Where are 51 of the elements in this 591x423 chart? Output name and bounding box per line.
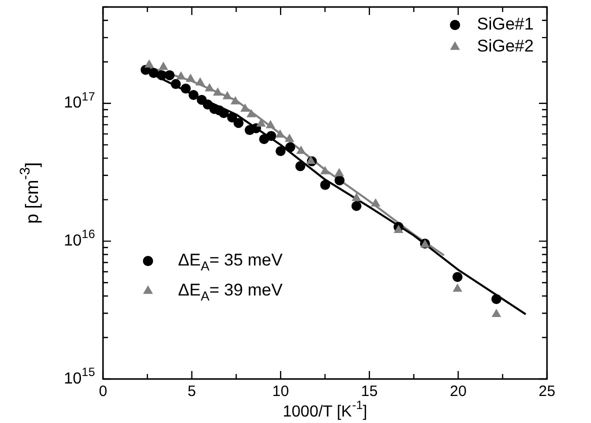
point bbox=[218, 108, 229, 118]
point bbox=[276, 146, 286, 156]
point bbox=[371, 198, 380, 206]
point bbox=[266, 120, 275, 128]
point bbox=[234, 118, 244, 128]
point bbox=[266, 130, 276, 141]
point bbox=[251, 123, 262, 134]
x-tick-label: 15 bbox=[361, 383, 378, 400]
point bbox=[452, 272, 462, 282]
point bbox=[186, 74, 195, 82]
point bbox=[320, 180, 330, 190]
x-tick-label: 5 bbox=[188, 383, 196, 400]
point bbox=[394, 225, 403, 234]
point bbox=[205, 84, 214, 92]
point bbox=[296, 146, 306, 154]
x-tick-label: 0 bbox=[98, 383, 108, 400]
point bbox=[164, 70, 175, 80]
point bbox=[230, 96, 240, 104]
point bbox=[246, 109, 256, 118]
point bbox=[227, 112, 238, 122]
point bbox=[240, 104, 250, 112]
point bbox=[334, 168, 344, 176]
point bbox=[180, 84, 191, 94]
point bbox=[285, 142, 296, 152]
point bbox=[256, 118, 266, 127]
point bbox=[176, 72, 186, 80]
point bbox=[285, 134, 294, 142]
point bbox=[196, 78, 205, 86]
point bbox=[320, 166, 330, 174]
legend-label: SiGe#1 bbox=[477, 14, 534, 34]
y-axis-title: p [cm-3] bbox=[16, 162, 42, 224]
point bbox=[158, 62, 168, 70]
x-tick-label: 20 bbox=[450, 383, 467, 400]
legend-label: SiGe#2 bbox=[477, 36, 534, 56]
point bbox=[295, 161, 306, 172]
point bbox=[351, 200, 362, 211]
point bbox=[334, 175, 345, 186]
x-tick-label: 25 bbox=[538, 383, 556, 400]
point bbox=[144, 60, 154, 68]
point bbox=[188, 90, 199, 100]
point bbox=[491, 294, 502, 304]
point bbox=[202, 100, 213, 110]
point bbox=[352, 193, 361, 201]
point bbox=[453, 284, 462, 292]
point bbox=[213, 88, 222, 96]
point bbox=[170, 79, 181, 90]
point bbox=[148, 68, 159, 78]
point bbox=[222, 92, 232, 100]
point bbox=[276, 130, 284, 138]
point bbox=[492, 309, 501, 317]
x-tick-label: 10 bbox=[272, 383, 289, 400]
